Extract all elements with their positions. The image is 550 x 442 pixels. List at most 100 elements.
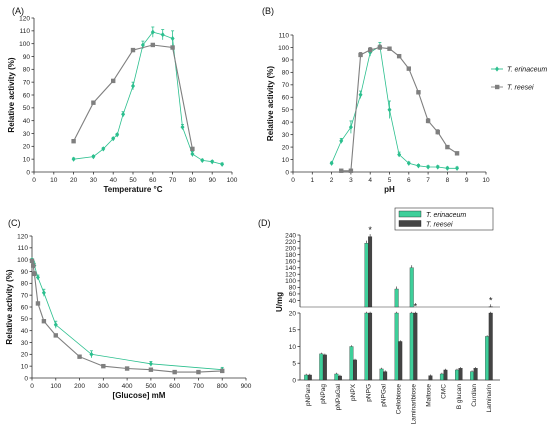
- bar-group: Cellobiose: [394, 286, 403, 415]
- bar-reesei: [428, 375, 433, 381]
- category-label: pNPGal: [380, 383, 387, 406]
- bar-erinaceum: [364, 312, 369, 381]
- data-point: [196, 369, 201, 375]
- data-point: [416, 90, 421, 95]
- data-point: [339, 168, 344, 173]
- y-tick-label: 100: [285, 278, 296, 285]
- legend-swatch: [398, 210, 422, 218]
- data-point: [435, 164, 440, 170]
- y-tick-label: 180: [285, 252, 296, 259]
- data-point: [190, 151, 195, 157]
- y-tick-label: 60: [289, 291, 297, 298]
- legend-label: T. reesei: [426, 221, 453, 228]
- x-tick-label: 2: [330, 177, 334, 184]
- bar-erinaceum: [304, 374, 309, 381]
- category-label: Cellobiose: [395, 384, 402, 415]
- y-tick-label: 120: [285, 272, 296, 279]
- bar-group: pNPX: [349, 345, 357, 401]
- series-reesei: [339, 44, 460, 173]
- x-tick-label: 10: [482, 177, 490, 184]
- x-axis-title: pH: [384, 185, 395, 194]
- data-point: [101, 363, 106, 369]
- category-label: pNPX: [350, 383, 357, 401]
- data-point: [148, 367, 154, 372]
- series-line: [73, 44, 193, 150]
- bar-group: Maltose: [426, 374, 433, 407]
- series-erinaceum: [329, 42, 460, 171]
- bar-reesei: [413, 312, 418, 381]
- data-point: [454, 151, 460, 156]
- legend: T. erinaceum T. reesei: [491, 66, 547, 91]
- panel-label: (B): [262, 6, 274, 16]
- y-tick-label: 80: [23, 67, 31, 74]
- data-point: [91, 100, 96, 105]
- panel-label: (D): [258, 218, 271, 228]
- x-axis-title: Temperature °C: [103, 185, 162, 194]
- data-point: [170, 35, 175, 42]
- data-point: [140, 42, 145, 48]
- data-point: [121, 111, 126, 117]
- x-tick-label: 1: [310, 177, 314, 184]
- category-label: CMC: [441, 384, 448, 399]
- y-tick-label: 200: [285, 245, 296, 252]
- y-tick-label: 60: [23, 92, 31, 99]
- data-point: [115, 132, 120, 138]
- y-tick-label: 110: [279, 32, 290, 39]
- data-point: [148, 361, 153, 367]
- bar-reesei: [353, 359, 357, 381]
- data-point: [220, 161, 225, 167]
- data-point: [210, 159, 215, 165]
- category-label: Laminaribiose: [411, 384, 418, 425]
- panel-label: (A): [12, 6, 24, 16]
- data-point: [445, 165, 450, 171]
- legend-label: T. erinaceum: [426, 212, 466, 219]
- data-point: [358, 92, 363, 98]
- data-point: [348, 168, 354, 173]
- bar-erinaceum: [470, 371, 474, 381]
- y-tick-label: 0: [26, 169, 30, 176]
- series-erinaceum: [71, 26, 225, 167]
- bar-erinaceum: [485, 336, 490, 381]
- bar-erinaceum-upper: [364, 243, 369, 308]
- panel-c: (C) 0 100 200 300 400 500 600 700 800 900 0 10 20 30 40…: [5, 218, 252, 400]
- x-tick-label: 4: [368, 177, 372, 184]
- x-tick-label: 10: [50, 177, 58, 184]
- y-tick-label: 40: [282, 119, 290, 126]
- significance-star: *: [414, 302, 418, 312]
- panel-a: (A) 0 10 20 30 40 50 60 70 80 90 100 0 10 20 30 40 50 60 70…: [7, 6, 238, 194]
- x-tick-label: 100: [50, 383, 61, 390]
- y-tick-label: 80: [282, 70, 290, 77]
- bar-erinaceum: [394, 312, 399, 381]
- bar-group: B glucan: [455, 367, 463, 409]
- bar-reesei: [338, 375, 342, 381]
- data-point: [406, 66, 411, 71]
- panel-b: (B)0 1 2 3 4 5 6 7 8 9 100102030405060708090100110…: [262, 6, 547, 194]
- legend: T. erinaceum T. reesei: [394, 207, 494, 231]
- data-point: [387, 107, 392, 113]
- bar-erinaceum: [455, 369, 459, 381]
- bar-group: pNPag: [319, 352, 327, 404]
- data-point: [426, 164, 431, 170]
- y-tick-label: 0: [285, 169, 289, 176]
- bar-reesei: [398, 341, 403, 381]
- category-label: Maltose: [426, 384, 433, 407]
- data-point: [339, 138, 344, 144]
- y-tick-label: 110: [20, 28, 31, 35]
- data-point: [53, 322, 58, 328]
- category-label: pNPaGal: [335, 383, 342, 410]
- category-label: B glucan: [456, 384, 463, 410]
- x-tick-label: 100: [227, 177, 238, 184]
- bar-reesei: [322, 354, 327, 381]
- data-point: [200, 157, 205, 164]
- y-tick-label: 40: [289, 298, 297, 305]
- x-tick-label: 20: [70, 177, 78, 184]
- data-point: [71, 156, 76, 162]
- data-point: [91, 154, 96, 160]
- data-point: [29, 258, 35, 264]
- y-tick-label: 160: [285, 258, 296, 265]
- data-point: [41, 290, 46, 296]
- series-line: [31, 259, 223, 371]
- bar-group: Laminarin *: [485, 295, 493, 413]
- bar-reesei: [307, 374, 312, 381]
- bar-reesei: [443, 369, 448, 381]
